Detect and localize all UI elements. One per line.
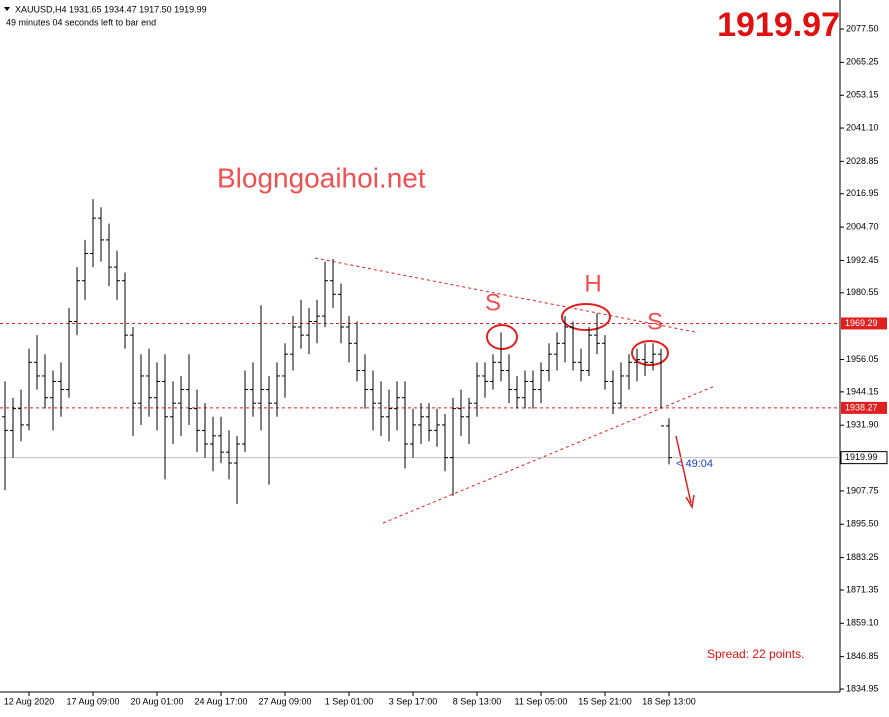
x-tick-label: 27 Aug 09:00: [258, 696, 311, 706]
x-tick-label: 8 Sep 13:00: [453, 696, 502, 706]
current-price-box: [840, 451, 888, 465]
circle-marker: [486, 324, 518, 350]
spread-label: Spread: 22 points.: [707, 647, 804, 661]
level-label-box: [841, 317, 887, 330]
y-tick-label: 2028.85: [846, 156, 879, 166]
y-tick-label: 1931.90: [846, 420, 879, 430]
y-tick-label: 1883.25: [846, 552, 879, 562]
y-tick-label: 2077.50: [846, 23, 879, 33]
circle-marker: [631, 340, 669, 366]
level-label-box: [841, 401, 887, 414]
timer-label: < 49:04: [676, 458, 713, 470]
x-tick-label: 3 Sep 17:00: [389, 696, 438, 706]
x-tick-label: 15 Sep 21:00: [578, 696, 632, 706]
y-tick-label: 1956.05: [846, 354, 879, 364]
watermark: Blogngoaihoi.net: [217, 162, 426, 193]
current-price-label: 1919.99: [845, 452, 878, 462]
pattern-label: S: [485, 289, 501, 316]
y-tick-label: 2053.15: [846, 90, 879, 100]
y-tick-label: 1871.35: [846, 584, 879, 594]
arrow-head: [685, 494, 695, 510]
dropdown-icon: [4, 7, 10, 11]
pattern-label: S: [647, 308, 663, 335]
level-label: 1938.27: [845, 402, 878, 412]
y-tick-label: 2004.70: [846, 221, 879, 231]
chart-title: XAUUSD,H4 1931.65 1934.47 1917.50 1919.9…: [15, 4, 207, 14]
x-tick-label: 12 Aug 2020: [4, 696, 55, 706]
x-tick-label: 11 Sep 05:00: [515, 696, 568, 706]
y-tick-label: 1846.85: [846, 651, 879, 661]
y-tick-label: 1992.45: [846, 255, 879, 265]
trend-line: [314, 257, 696, 333]
y-tick-label: 2065.25: [846, 57, 879, 67]
x-tick-label: 17 Aug 09:00: [66, 696, 119, 706]
y-tick-label: 2041.10: [846, 122, 879, 132]
level-label: 1969.29: [845, 318, 878, 328]
x-tick-label: 18 Sep 13:00: [642, 696, 696, 706]
y-tick-label: 1907.75: [846, 485, 879, 495]
y-tick-label: 1859.10: [846, 618, 879, 628]
chart-subtitle: 49 minutes 04 seconds left to bar end: [6, 17, 156, 27]
y-tick-label: 1980.55: [846, 287, 879, 297]
x-tick-label: 20 Aug 01:00: [130, 696, 183, 706]
x-tick-label: 24 Aug 17:00: [194, 696, 247, 706]
big-price: 1919.97: [717, 6, 840, 44]
y-tick-label: 1834.95: [846, 683, 879, 693]
y-tick-label: 1895.50: [846, 519, 879, 529]
x-tick-label: 1 Sep 01:00: [325, 696, 374, 706]
circle-marker: [561, 303, 611, 331]
pattern-label: H: [584, 270, 601, 297]
y-tick-label: 2016.95: [846, 188, 879, 198]
y-tick-label: 1944.15: [846, 386, 879, 396]
arrow: [675, 435, 692, 504]
